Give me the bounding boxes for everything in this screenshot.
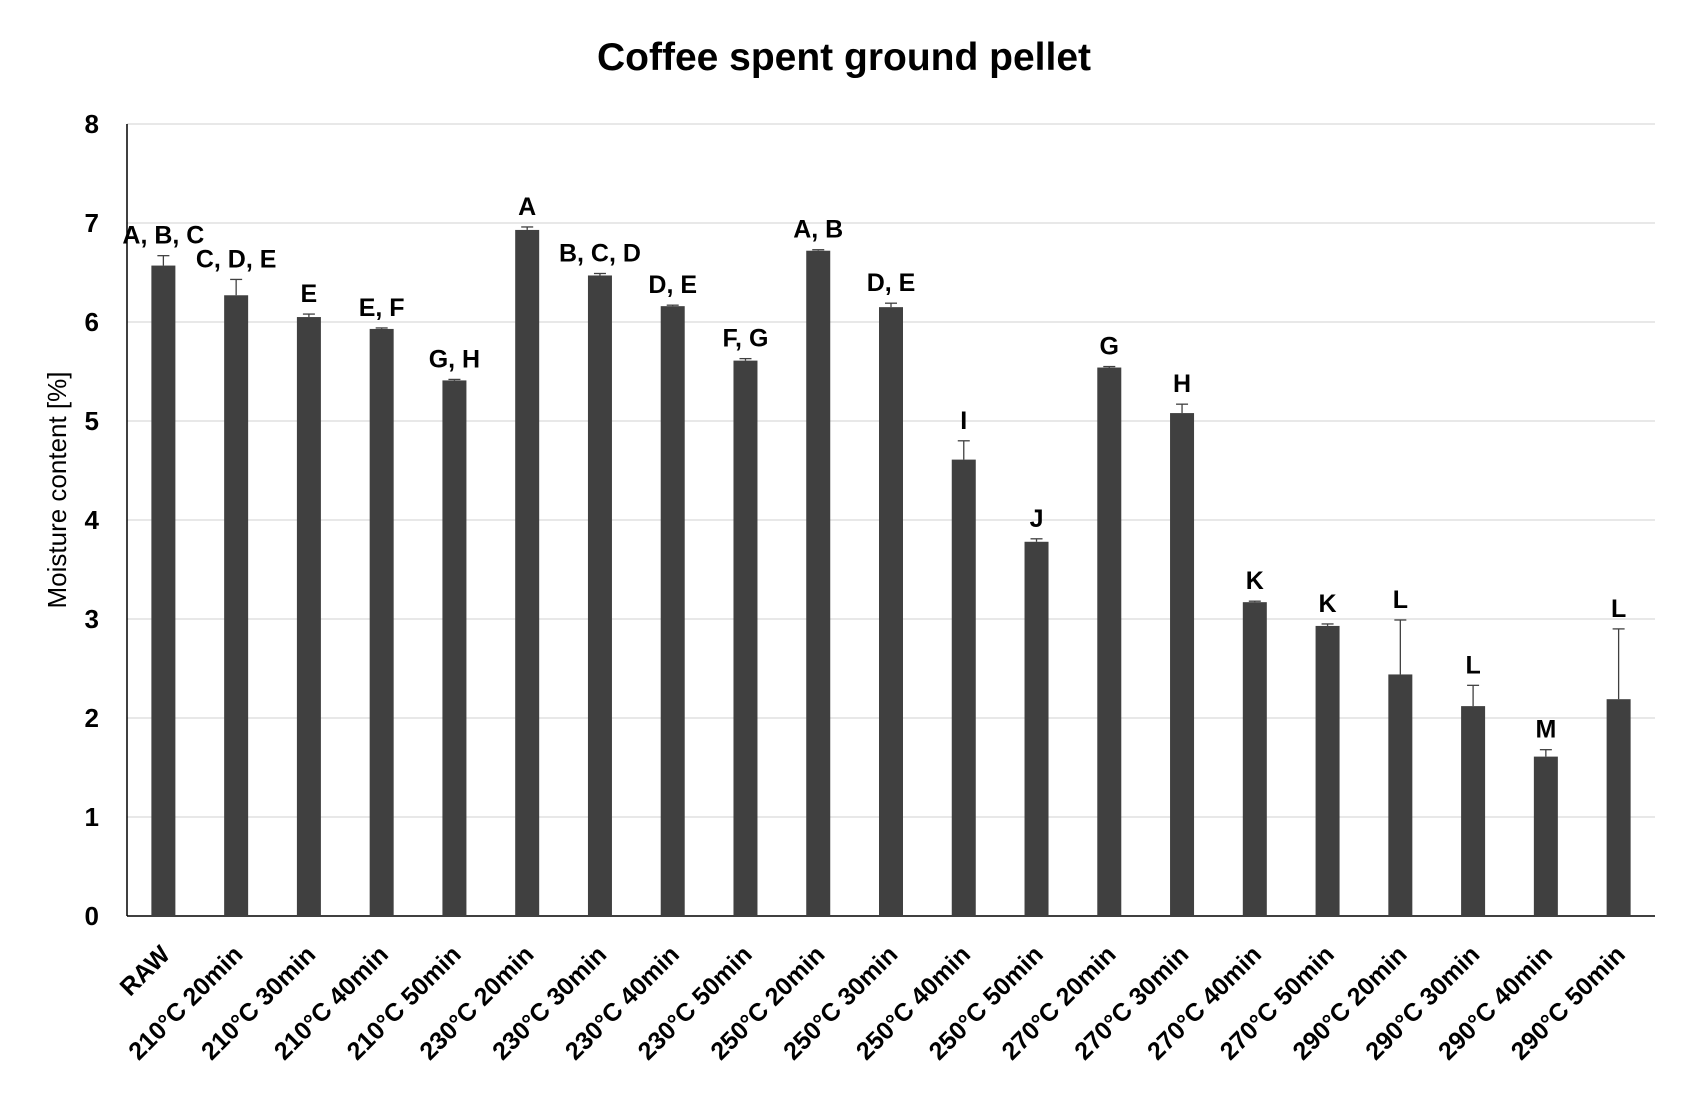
significance-letter: D, E (867, 269, 916, 297)
bar (733, 360, 758, 916)
significance-letter: L (1393, 586, 1408, 614)
significance-letter: L (1611, 595, 1626, 623)
significance-letter: F, G (723, 325, 769, 353)
bar (806, 250, 831, 917)
significance-letter: D, E (648, 271, 697, 299)
chart-title: Coffee spent ground pellet (596, 36, 1091, 79)
significance-letter: G (1100, 333, 1119, 361)
significance-letter: I (960, 407, 967, 435)
y-tick-labels: 0 1 2 3 4 5 6 7 8 (85, 109, 100, 931)
y-tick-label: 6 (85, 307, 99, 337)
significance-letter: J (1030, 505, 1044, 533)
significance-letter: K (1246, 567, 1264, 595)
significance-letter: M (1535, 716, 1556, 744)
significance-letter: G, H (429, 345, 480, 373)
y-tick-label: 5 (85, 406, 99, 436)
error-bars (157, 226, 1625, 757)
significance-letter: H (1173, 370, 1191, 398)
bar (660, 306, 685, 916)
y-tick-label: 3 (85, 604, 99, 634)
bar (151, 265, 176, 916)
bar (1242, 602, 1267, 916)
significance-letter: B, C, D (559, 239, 641, 267)
bar (1461, 706, 1486, 916)
significance-letter: E, F (359, 294, 405, 322)
bar (1097, 367, 1122, 916)
bar (1315, 625, 1340, 916)
bar (587, 275, 612, 917)
bar (224, 295, 249, 916)
bar (296, 317, 321, 916)
y-tick-label: 0 (85, 901, 99, 931)
bar (879, 307, 903, 916)
x-tick-label: RAW (115, 940, 176, 1001)
bar (442, 380, 467, 916)
bar (1024, 541, 1049, 916)
significance-letters: A, B, CC, D, EE E, FG, HAB, C, DD, EF, GA… (122, 193, 1626, 744)
bar (1533, 756, 1558, 916)
bars (151, 229, 1631, 917)
significance-letter: L (1465, 651, 1480, 679)
significance-letter: C, D, E (196, 245, 277, 273)
bar (1606, 699, 1631, 916)
significance-letter: K (1319, 590, 1337, 618)
significance-letter: E (301, 280, 318, 308)
significance-letter: A, B (793, 216, 843, 244)
bar (951, 459, 976, 916)
bar (369, 328, 394, 916)
significance-letter: A (518, 193, 536, 221)
bar (1170, 413, 1195, 916)
y-tick-label: 4 (85, 505, 100, 535)
y-tick-label: 1 (85, 802, 99, 832)
y-tick-label: 2 (85, 703, 99, 733)
significance-letter: A, B, C (122, 222, 204, 250)
bar (515, 229, 540, 916)
y-tick-label: 8 (85, 109, 99, 139)
y-tick-label: 7 (85, 208, 99, 238)
bar (1388, 674, 1413, 916)
y-axis-title: Moisture content [%] (42, 372, 72, 609)
